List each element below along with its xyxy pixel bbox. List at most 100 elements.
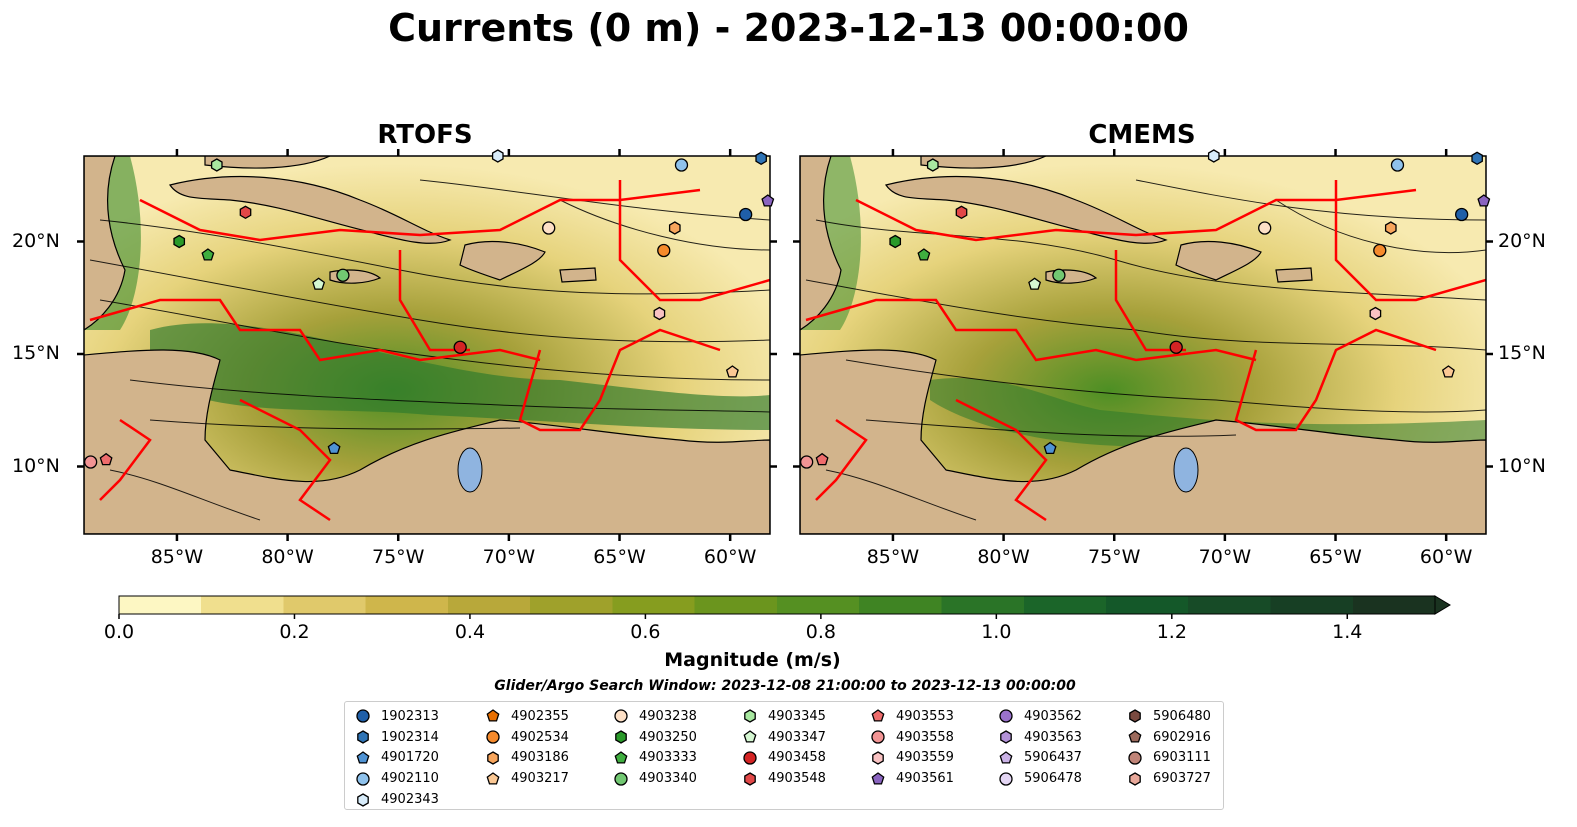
legend-marker [871,771,885,785]
pentagon-marker-icon [1128,730,1142,743]
lat-tick-label: 10°N [12,454,60,477]
legend-entry: 4903553 [870,706,954,727]
legend-marker [357,792,369,807]
pentagon-marker-icon [486,771,500,785]
legend-marker [614,709,628,724]
legend-marker [615,730,627,744]
float-marker-pentagon-icon [1043,441,1057,455]
lon-tick-label: 75°W [371,546,425,568]
circle-marker-icon [743,751,757,765]
legend-marker [872,751,884,765]
legend-entry: 4903347 [742,727,826,748]
float-marker-hexagon-icon [491,149,504,163]
legend-label: 4903563 [1024,729,1082,745]
legend-entry: 4903558 [870,727,954,748]
float-marker-pentagon-icon [1028,277,1042,290]
legend-entry: 5906437 [998,748,1082,769]
float-marker-pentagon-icon [312,277,326,290]
legend-entry: 4903563 [998,727,1082,748]
colorbar [118,595,1436,615]
legend-marker [743,751,757,765]
panel-title-rtofs: RTOFS [377,120,473,150]
legend-label: 1902313 [381,708,439,724]
current-core-caribbean [150,323,770,430]
lon-tick-label: 85°W [150,546,204,568]
colorbar-tick-label: 0.2 [279,621,310,643]
legend-label: 4903238 [639,708,697,724]
legend-label: 4903345 [768,708,826,724]
hexagon-marker-icon [487,751,499,765]
float-marker-circle-icon [542,221,556,235]
lon-tick-label: 80°W [977,546,1030,568]
legend-entry: 4903548 [742,768,826,789]
legend-entry: 4903186 [485,748,569,769]
legend-marker [1128,730,1142,743]
pentagon-marker-icon [486,709,500,722]
colorbar-tick-label: 1.2 [1156,621,1187,643]
legend-entry: 5906480 [1127,706,1211,727]
legend-entry: 4903333 [613,748,697,769]
legend-label: 1902314 [381,729,439,745]
circle-marker-icon [999,772,1013,786]
legend-label: 4903186 [511,750,569,766]
lon-tick-label: 65°W [1309,546,1362,568]
legend-marker [614,751,628,764]
colorbar-tick-label: 0.0 [103,621,135,643]
float-marker-hexagon-icon [1207,149,1220,163]
legend-label: 4902343 [381,792,439,808]
float-marker-pentagon-icon [917,248,931,261]
pentagon-marker-icon [871,709,885,722]
map-panel-cmems [800,156,1486,534]
legend-marker [356,709,370,724]
pentagon-marker-icon [614,751,628,764]
legend-label: 4903548 [768,771,826,787]
legend-label: 4903217 [511,771,569,787]
axis-ticks [77,149,1493,541]
legend-marker [357,730,369,744]
map-frame-cmems [799,155,1487,535]
legend-marker [614,772,628,786]
legend-label: 4903333 [639,750,697,766]
float-marker-pentagon-icon [1441,365,1455,378]
float-marker-hexagon-icon [653,306,666,321]
legend-marker [871,709,885,722]
legend-entry: 4903340 [613,768,697,789]
legend-label: 5906480 [1153,708,1211,724]
legend-entry: 4903559 [870,748,954,769]
lat-tick-label: 10°N [1498,454,1546,477]
float-marker-hexagon-icon [173,234,186,249]
float-marker-hexagon-icon [1369,306,1382,321]
float-marker-circle-icon [336,268,350,282]
legend-entry: 4903561 [870,768,954,789]
float-marker-circle-icon [799,455,814,469]
legend-column: 1902313 1902314 4901720 4902110 4902343 [355,706,439,810]
eez-boundaries [805,180,1486,522]
lon-tick-label: 80°W [261,546,314,568]
legend-label: 4903347 [768,729,826,745]
hexagon-marker-icon [615,730,627,744]
legend-marker [1129,709,1141,724]
float-marker-hexagon-icon [889,234,902,249]
lon-tick-label: 70°W [1198,546,1252,568]
float-marker-hexagon-icon [1471,151,1483,166]
legend-marker [1000,730,1012,744]
legend-entry: 4903345 [742,706,826,727]
colorbar-tick-label: 0.4 [454,621,486,643]
legend-marker [744,772,756,786]
float-marker-pentagon-icon [99,452,113,466]
float-marker-hexagon-icon [755,151,767,166]
lat-tick-label: 20°N [1498,229,1546,252]
hexagon-marker-icon [1129,709,1141,724]
legend-entry: 4903238 [613,706,697,727]
legend-label: 4903559 [896,750,954,766]
legend-label: 4901720 [381,750,439,766]
float-marker-pentagon-icon [327,441,341,455]
colorbar-ticks [118,614,1349,619]
legend-label: 4902110 [381,771,439,787]
legend-entry: 4903458 [742,748,826,769]
legend-marker [1129,772,1141,786]
float-marker-pentagon-icon [815,452,829,466]
legend-label: 4903561 [896,771,954,787]
legend-marker [871,730,885,744]
legend-marker [486,730,500,744]
